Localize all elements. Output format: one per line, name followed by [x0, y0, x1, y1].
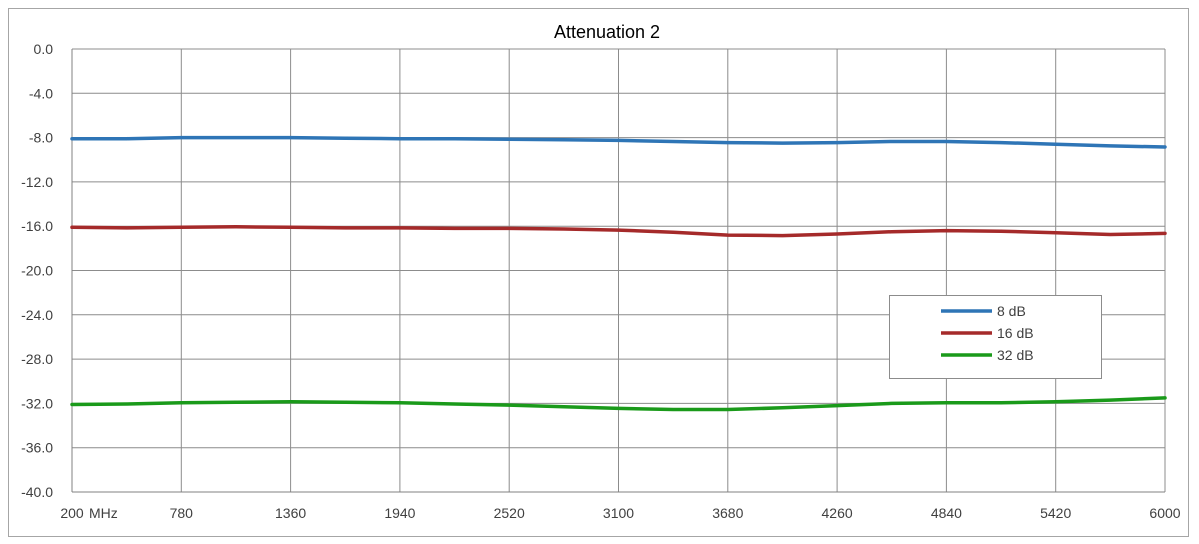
x-tick-label: 1940 — [384, 505, 415, 521]
y-tick-label: -28.0 — [21, 351, 53, 367]
gridlines — [71, 48, 1166, 493]
y-tick-label: -16.0 — [21, 218, 53, 234]
x-tick-label: 4260 — [822, 505, 853, 521]
legend-label: 16 dB — [997, 325, 1034, 341]
x-tick-label: 1360 — [275, 505, 306, 521]
chart-title: Attenuation 2 — [554, 22, 660, 42]
x-unit-label: MHz — [89, 505, 118, 521]
y-tick-label: -40.0 — [21, 484, 53, 500]
y-tick-label: -36.0 — [21, 440, 53, 456]
y-tick-label: -32.0 — [21, 395, 53, 411]
y-tick-label: -8.0 — [29, 130, 53, 146]
x-tick-label: 3100 — [603, 505, 634, 521]
series-line — [70, 396, 1167, 412]
y-axis-tick-labels: 0.0 -4.0 -8.0 -12.0 -16.0 -20.0 -24.0 -28.0 -32.… — [21, 41, 53, 500]
x-tick-label: 200 — [60, 505, 84, 521]
y-tick-label: 0.0 — [34, 41, 54, 57]
x-tick-label: 780 — [170, 505, 194, 521]
x-tick-label: 4840 — [931, 505, 962, 521]
chart-border — [8, 8, 1189, 537]
x-tick-label: 3680 — [712, 505, 743, 521]
legend-label: 32 dB — [997, 347, 1034, 363]
legend-label: 8 dB — [997, 303, 1026, 319]
y-tick-label: -12.0 — [21, 174, 53, 190]
x-tick-label: 6000 — [1149, 505, 1180, 521]
x-axis-tick-labels: 200 780 1360 1940 2520 3100 3680 4260 4840 5420 60… — [60, 505, 1180, 521]
series-lines — [70, 135, 1167, 412]
y-tick-label: -4.0 — [29, 85, 53, 101]
x-tick-label: 2520 — [494, 505, 525, 521]
legend-box — [889, 295, 1102, 379]
y-tick-label: -20.0 — [21, 263, 53, 279]
y-tick-label: -24.0 — [21, 307, 53, 323]
x-tick-label: 5420 — [1040, 505, 1071, 521]
legend: 8 dB 16 dB 32 dB — [889, 295, 1102, 379]
series-line — [70, 225, 1167, 238]
series-line — [70, 135, 1167, 149]
